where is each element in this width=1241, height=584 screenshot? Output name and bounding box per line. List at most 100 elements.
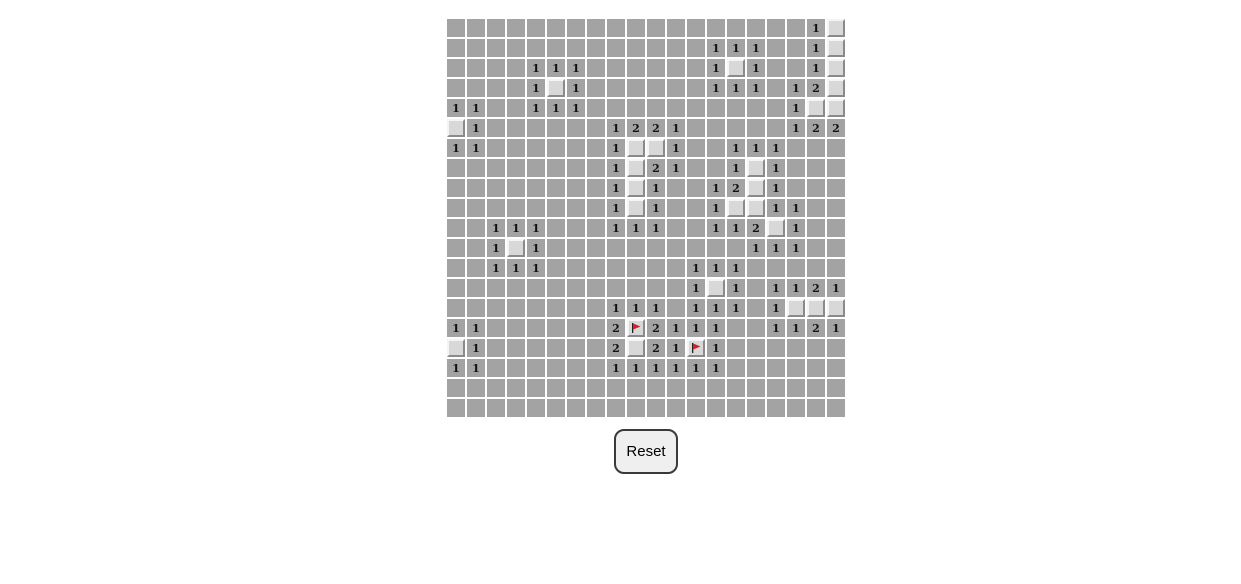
empty-cell[interactable] [767, 119, 785, 137]
empty-cell[interactable] [527, 379, 545, 397]
empty-cell[interactable] [507, 79, 525, 97]
empty-cell[interactable] [567, 199, 585, 217]
number-cell[interactable]: 1 [467, 119, 485, 137]
empty-cell[interactable] [567, 39, 585, 57]
empty-cell[interactable] [687, 219, 705, 237]
number-cell[interactable]: 2 [747, 219, 765, 237]
empty-cell[interactable] [487, 119, 505, 137]
empty-cell[interactable] [507, 39, 525, 57]
empty-cell[interactable] [687, 239, 705, 257]
empty-cell[interactable] [487, 199, 505, 217]
empty-cell[interactable] [487, 19, 505, 37]
number-cell[interactable]: 1 [767, 199, 785, 217]
empty-cell[interactable] [687, 379, 705, 397]
empty-cell[interactable] [487, 179, 505, 197]
covered-cell[interactable] [627, 199, 645, 217]
empty-cell[interactable] [587, 119, 605, 137]
empty-cell[interactable] [827, 239, 845, 257]
number-cell[interactable]: 1 [727, 279, 745, 297]
empty-cell[interactable] [547, 359, 565, 377]
empty-cell[interactable] [507, 279, 525, 297]
empty-cell[interactable] [547, 339, 565, 357]
covered-cell[interactable] [627, 339, 645, 357]
number-cell[interactable]: 1 [607, 199, 625, 217]
empty-cell[interactable] [787, 259, 805, 277]
covered-cell[interactable] [447, 119, 465, 137]
number-cell[interactable]: 2 [727, 179, 745, 197]
reset-button[interactable]: Reset [614, 429, 678, 474]
empty-cell[interactable] [467, 219, 485, 237]
empty-cell[interactable] [647, 379, 665, 397]
empty-cell[interactable] [647, 239, 665, 257]
covered-cell[interactable] [807, 99, 825, 117]
number-cell[interactable]: 2 [607, 339, 625, 357]
number-cell[interactable]: 1 [767, 279, 785, 297]
empty-cell[interactable] [547, 399, 565, 417]
empty-cell[interactable] [527, 299, 545, 317]
number-cell[interactable]: 1 [547, 59, 565, 77]
empty-cell[interactable] [707, 99, 725, 117]
empty-cell[interactable] [527, 179, 545, 197]
number-cell[interactable]: 1 [647, 299, 665, 317]
empty-cell[interactable] [767, 99, 785, 117]
number-cell[interactable]: 1 [627, 299, 645, 317]
number-cell[interactable]: 1 [507, 259, 525, 277]
empty-cell[interactable] [567, 179, 585, 197]
empty-cell[interactable] [507, 99, 525, 117]
number-cell[interactable]: 1 [627, 359, 645, 377]
empty-cell[interactable] [587, 99, 605, 117]
number-cell[interactable]: 1 [707, 79, 725, 97]
empty-cell[interactable] [587, 219, 605, 237]
number-cell[interactable]: 2 [647, 119, 665, 137]
empty-cell[interactable] [507, 339, 525, 357]
number-cell[interactable]: 1 [447, 359, 465, 377]
empty-cell[interactable] [807, 379, 825, 397]
number-cell[interactable]: 1 [607, 179, 625, 197]
number-cell[interactable]: 1 [707, 359, 725, 377]
number-cell[interactable]: 1 [667, 359, 685, 377]
empty-cell[interactable] [667, 99, 685, 117]
covered-cell[interactable] [827, 59, 845, 77]
empty-cell[interactable] [547, 199, 565, 217]
empty-cell[interactable] [507, 299, 525, 317]
empty-cell[interactable] [627, 259, 645, 277]
empty-cell[interactable] [507, 399, 525, 417]
empty-cell[interactable] [507, 319, 525, 337]
empty-cell[interactable] [527, 319, 545, 337]
empty-cell[interactable] [567, 379, 585, 397]
empty-cell[interactable] [687, 119, 705, 137]
empty-cell[interactable] [687, 39, 705, 57]
covered-cell[interactable] [827, 299, 845, 317]
empty-cell[interactable] [827, 399, 845, 417]
number-cell[interactable]: 1 [527, 99, 545, 117]
number-cell[interactable]: 1 [787, 279, 805, 297]
number-cell[interactable]: 1 [547, 99, 565, 117]
empty-cell[interactable] [667, 379, 685, 397]
empty-cell[interactable] [747, 399, 765, 417]
empty-cell[interactable] [667, 19, 685, 37]
empty-cell[interactable] [487, 279, 505, 297]
empty-cell[interactable] [567, 219, 585, 237]
empty-cell[interactable] [467, 179, 485, 197]
empty-cell[interactable] [827, 179, 845, 197]
number-cell[interactable]: 2 [827, 119, 845, 137]
empty-cell[interactable] [607, 59, 625, 77]
empty-cell[interactable] [647, 79, 665, 97]
number-cell[interactable]: 1 [467, 139, 485, 157]
empty-cell[interactable] [747, 99, 765, 117]
empty-cell[interactable] [487, 79, 505, 97]
empty-cell[interactable] [447, 39, 465, 57]
number-cell[interactable]: 2 [607, 319, 625, 337]
number-cell[interactable]: 1 [527, 219, 545, 237]
empty-cell[interactable] [467, 259, 485, 277]
empty-cell[interactable] [707, 19, 725, 37]
empty-cell[interactable] [767, 359, 785, 377]
empty-cell[interactable] [527, 359, 545, 377]
number-cell[interactable]: 1 [727, 259, 745, 277]
empty-cell[interactable] [467, 19, 485, 37]
empty-cell[interactable] [667, 399, 685, 417]
number-cell[interactable]: 1 [787, 319, 805, 337]
number-cell[interactable]: 1 [447, 99, 465, 117]
covered-cell[interactable] [727, 59, 745, 77]
number-cell[interactable]: 1 [707, 299, 725, 317]
